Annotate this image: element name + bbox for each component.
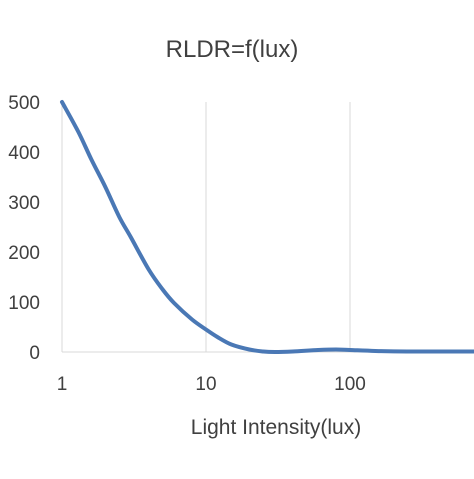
y-tick-label: 200	[8, 243, 40, 264]
y-tick-label: 100	[8, 293, 40, 314]
y-tick-label: 400	[8, 143, 40, 164]
x-axis-label: Light Intensity(lux)	[191, 416, 361, 439]
y-tick-label: 300	[8, 193, 40, 214]
x-tick-label: 100	[334, 374, 366, 395]
x-tick-label: 10	[195, 374, 216, 395]
y-tick-label: 0	[29, 343, 40, 364]
chart-title: RLDR=f(lux)	[166, 36, 299, 63]
series-layer	[60, 100, 474, 354]
x-tick-label: 1	[57, 374, 68, 395]
y-tick-labels: 0 100 200 300 400 500	[8, 93, 40, 364]
y-tick-label: 500	[8, 93, 40, 114]
series-line	[60, 100, 474, 354]
